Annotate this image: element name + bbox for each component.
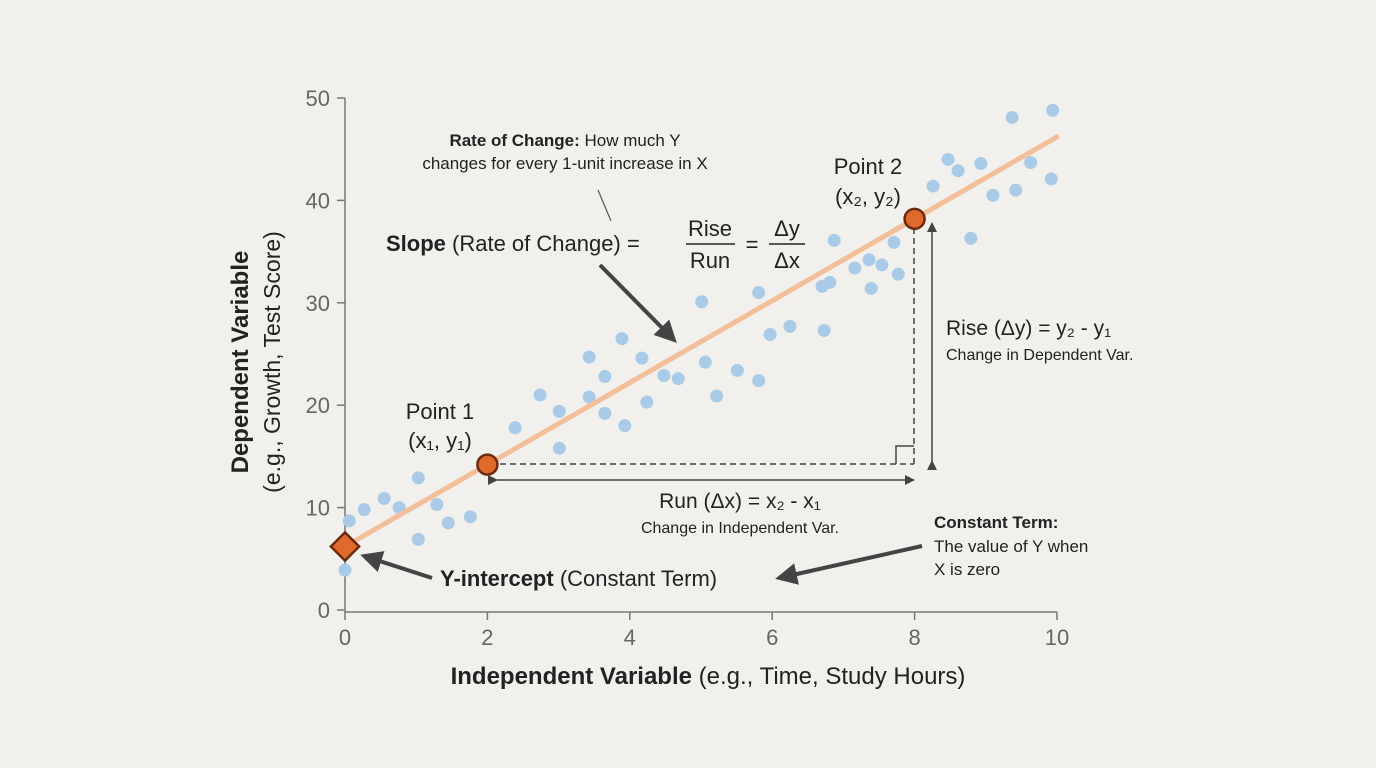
delta-y: Δy	[774, 216, 800, 241]
point1-label: Point 1	[406, 399, 475, 424]
constant-term-line2: X is zero	[934, 560, 1000, 579]
data-point	[657, 369, 671, 383]
data-point	[618, 419, 632, 433]
data-point	[763, 328, 777, 342]
data-point	[357, 503, 371, 517]
x-tick-label: 2	[481, 625, 493, 650]
data-point	[974, 157, 988, 171]
data-point	[817, 323, 831, 337]
rise-formula: Rise (Δy) = y₂ - y₁	[946, 317, 1111, 340]
point1-marker	[476, 453, 499, 476]
y-intercept-marker	[329, 530, 361, 563]
data-point	[598, 406, 612, 420]
x-tick-label: 0	[339, 625, 351, 650]
slope-arrow	[598, 263, 677, 343]
data-point	[848, 261, 862, 275]
data-point	[1009, 183, 1023, 197]
rate-of-change-line2: changes for every 1-unit increase in X	[422, 154, 707, 173]
constant-term-line1: The value of Y when	[934, 537, 1088, 556]
right-angle-marker	[895, 445, 914, 464]
y-intercept-label: Y-intercept (Constant Term)	[440, 566, 717, 591]
data-point	[951, 164, 965, 178]
slope-label: Slope (Rate of Change) =	[386, 231, 640, 256]
data-point	[552, 441, 566, 455]
data-point	[552, 404, 566, 418]
data-point	[338, 563, 352, 577]
data-point	[430, 498, 444, 512]
data-point	[598, 370, 612, 384]
data-point	[411, 532, 425, 546]
data-point	[864, 281, 878, 295]
data-point	[891, 267, 905, 281]
data-point	[508, 421, 522, 435]
x-axis-title: Independent Variable (e.g., Time, Study …	[451, 663, 966, 690]
y-tick-label: 10	[306, 496, 330, 521]
data-point	[533, 388, 547, 402]
data-point	[887, 235, 901, 249]
data-point	[377, 491, 391, 505]
data-point	[926, 179, 940, 193]
point2-coord: (x₂, y₂)	[835, 184, 901, 209]
data-point	[941, 152, 955, 166]
data-point	[862, 253, 876, 267]
data-point	[1044, 172, 1058, 186]
y-axis-subtitle: (e.g., Growth, Test Score)	[259, 231, 285, 493]
data-point	[342, 514, 356, 528]
axes	[344, 98, 1057, 613]
data-point	[1046, 103, 1060, 117]
y-axis-title: Dependent Variable	[227, 251, 254, 474]
scatter-points	[338, 103, 1060, 577]
equals-sign: =	[746, 232, 759, 257]
data-point	[823, 275, 837, 289]
data-point	[635, 351, 649, 365]
rate-of-change-line1: Rate of Change: How much Y	[449, 131, 680, 150]
data-point	[875, 258, 889, 272]
point2-marker	[903, 207, 926, 231]
data-point	[582, 350, 596, 364]
run-formula: Run (Δx) = x₂ - x₁	[659, 490, 821, 513]
rise-description: Change in Dependent Var.	[946, 347, 1133, 364]
data-point	[710, 389, 724, 403]
rate-of-change-leader	[597, 189, 612, 222]
data-point	[964, 231, 978, 245]
y-tick-label: 30	[306, 291, 330, 316]
data-point	[671, 372, 685, 386]
x-tick-label: 10	[1045, 625, 1069, 650]
x-tick-label: 4	[624, 625, 636, 650]
run-description: Change in Independent Var.	[641, 520, 839, 537]
regression-line	[342, 134, 1060, 550]
data-point	[441, 516, 455, 530]
data-point	[695, 295, 709, 309]
y-intercept-arrow	[360, 551, 433, 580]
x-tick-label: 8	[908, 625, 920, 650]
data-point	[986, 188, 1000, 202]
data-point	[640, 395, 654, 409]
data-point	[411, 471, 425, 485]
y-tick-label: 0	[318, 598, 330, 623]
data-point	[698, 355, 712, 369]
delta-x: Δx	[774, 248, 800, 273]
data-point	[752, 286, 766, 300]
data-point	[730, 363, 744, 377]
y-tick-label: 50	[306, 86, 330, 111]
data-point	[582, 390, 596, 404]
point2-label: Point 2	[834, 154, 903, 179]
data-point	[783, 319, 797, 333]
rise-numerator: Rise	[688, 216, 732, 241]
constant-term-title: Constant Term:	[934, 513, 1058, 532]
data-point	[1024, 156, 1038, 170]
data-point	[463, 510, 477, 524]
y-tick-label: 20	[306, 393, 330, 418]
constant-term-arrow	[775, 544, 923, 585]
y-tick-label: 40	[306, 188, 330, 213]
data-point	[752, 374, 766, 388]
x-tick-label: 6	[766, 625, 778, 650]
run-denominator: Run	[690, 248, 730, 273]
data-point	[615, 332, 629, 346]
data-point	[1005, 110, 1019, 124]
point1-coord: (x₁, y₁)	[408, 428, 472, 453]
data-point	[827, 233, 841, 247]
